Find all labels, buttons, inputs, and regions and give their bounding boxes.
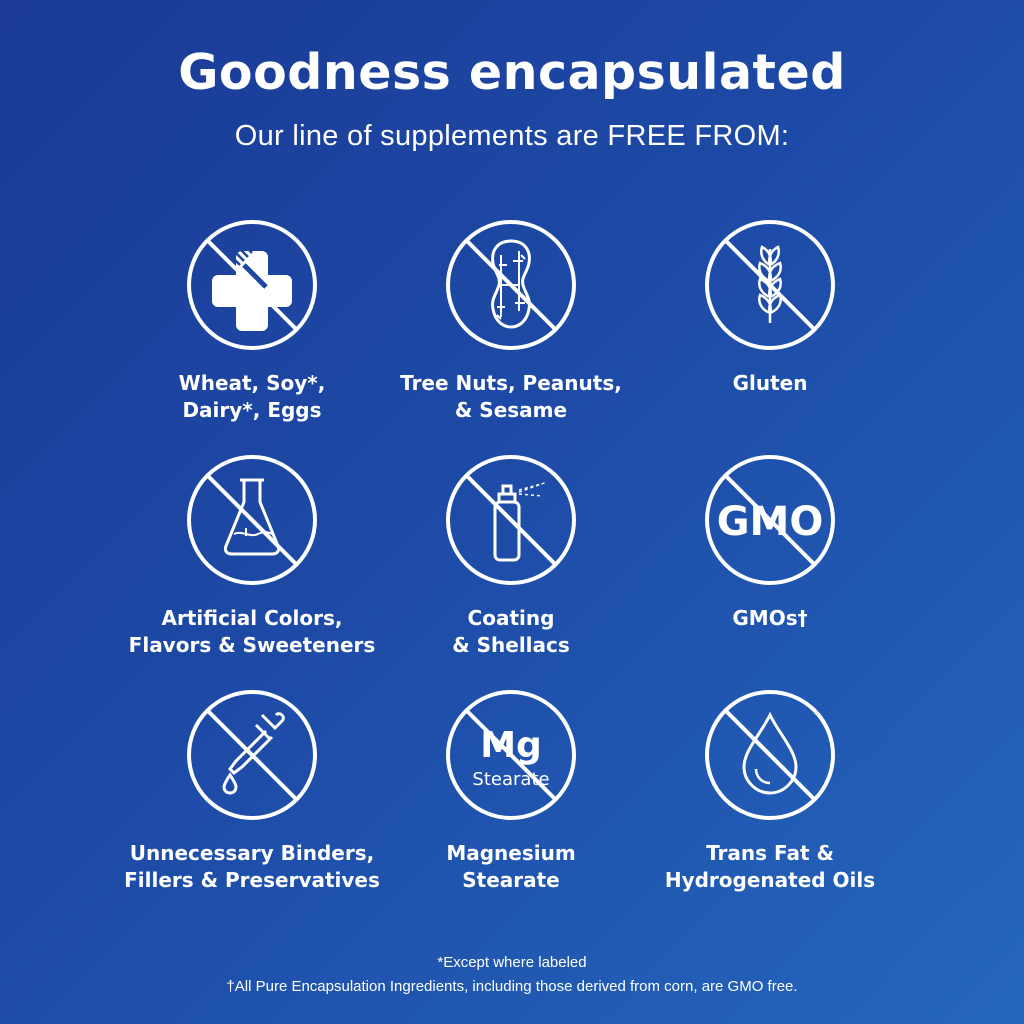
item-label: Trans Fat & Hydrogenated Oils bbox=[640, 840, 900, 894]
gmo-icon: GMO bbox=[705, 455, 835, 585]
wheat-soy-dairy-eggs-icon bbox=[187, 220, 317, 350]
free-from-item: Trans Fat & Hydrogenated Oils bbox=[640, 688, 900, 894]
item-label: Gluten bbox=[640, 370, 900, 397]
spray-bottle-icon bbox=[446, 455, 576, 585]
peanut-icon bbox=[446, 220, 576, 350]
oil-drop-icon bbox=[705, 690, 835, 820]
dropper-icon bbox=[187, 690, 317, 820]
item-label-line2: & Sesame bbox=[454, 398, 568, 422]
free-from-item: Gluten bbox=[640, 218, 900, 397]
flask-icon bbox=[187, 455, 317, 585]
item-label-line1: Gluten bbox=[732, 371, 808, 395]
item-label: Magnesium Stearate bbox=[381, 840, 641, 894]
item-label-line1: Artificial Colors, bbox=[161, 606, 343, 630]
free-from-item: Unnecessary Binders, Fillers & Preservat… bbox=[122, 688, 382, 894]
item-label-line1: Tree Nuts, Peanuts, bbox=[400, 371, 622, 395]
free-from-item: Mg Stearate Magnesium Stearate bbox=[381, 688, 641, 894]
item-label-line2: Flavors & Sweeteners bbox=[128, 633, 376, 657]
mg-stearate-icon: Mg Stearate bbox=[446, 690, 576, 820]
item-label-line2: & Shellacs bbox=[452, 633, 570, 657]
item-label: Wheat, Soy*, Dairy*, Eggs bbox=[122, 370, 382, 424]
item-label: Unnecessary Binders, Fillers & Preservat… bbox=[122, 840, 382, 894]
item-label-line1: Trans Fat & bbox=[706, 841, 834, 865]
footnote-gmo: †All Pure Encapsulation Ingredients, inc… bbox=[226, 978, 798, 995]
item-label-line1: Unnecessary Binders, bbox=[129, 841, 375, 865]
page-title: Goodness encapsulated bbox=[178, 44, 846, 101]
item-label-line2: Dairy*, Eggs bbox=[182, 398, 322, 422]
item-label: Artificial Colors, Flavors & Sweeteners bbox=[122, 605, 382, 659]
item-label: Coating & Shellacs bbox=[381, 605, 641, 659]
free-from-item: Artificial Colors, Flavors & Sweeteners bbox=[122, 453, 382, 659]
free-from-item: Coating & Shellacs bbox=[381, 453, 641, 659]
free-from-item: Wheat, Soy*, Dairy*, Eggs bbox=[122, 218, 382, 424]
footnote-except: *Except where labeled bbox=[437, 954, 587, 971]
item-label-line2: Stearate bbox=[462, 868, 560, 892]
page-subtitle: Our line of supplements are FREE FROM: bbox=[234, 120, 790, 152]
icon-text: Stearate bbox=[472, 769, 549, 790]
item-label-line2: Hydrogenated Oils bbox=[664, 868, 876, 892]
wheat-stalk-icon bbox=[705, 220, 835, 350]
item-label: Tree Nuts, Peanuts, & Sesame bbox=[381, 370, 641, 424]
item-label: GMOs† bbox=[640, 605, 900, 632]
item-label-line2: Fillers & Preservatives bbox=[124, 868, 380, 892]
free-from-item: Tree Nuts, Peanuts, & Sesame bbox=[381, 218, 641, 424]
item-label-line1: Wheat, Soy*, bbox=[178, 371, 326, 395]
icon-text: GMO bbox=[717, 499, 824, 545]
item-label-line1: GMOs† bbox=[732, 606, 808, 630]
icon-text: Mg bbox=[480, 725, 542, 766]
item-label-line1: Magnesium bbox=[446, 841, 576, 865]
free-from-item: GMO GMOs† bbox=[640, 453, 900, 632]
item-label-line1: Coating bbox=[467, 606, 555, 630]
